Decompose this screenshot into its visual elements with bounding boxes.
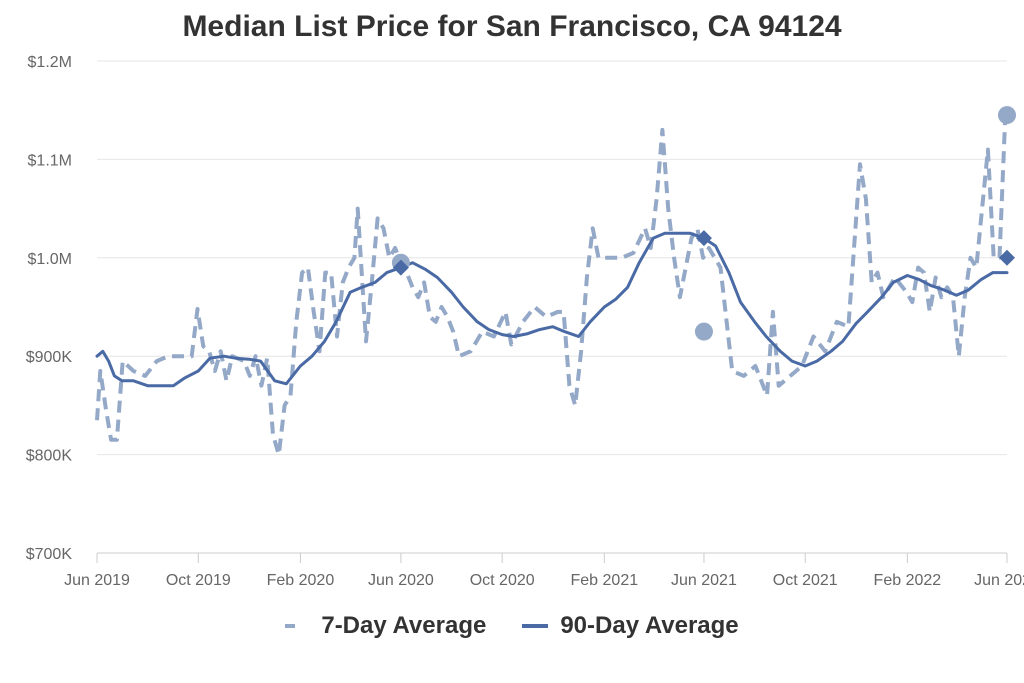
point-marker-90-day — [695, 230, 712, 247]
x-tick-label: Feb 2020 — [267, 572, 335, 589]
y-tick-label: $900K — [26, 349, 73, 366]
x-tick-label: Jun 2022 — [974, 572, 1024, 589]
x-tick-label: Feb 2022 — [874, 572, 942, 589]
y-tick-label: $800K — [26, 448, 73, 465]
y-tick-label: $1.1M — [28, 152, 72, 169]
x-tick-label: Jun 2021 — [671, 572, 737, 589]
x-tick-label: Oct 2021 — [773, 572, 838, 589]
legend-item-90-day[interactable]: 90-Day Average — [522, 612, 739, 640]
x-tick-label: Jun 2019 — [64, 572, 130, 589]
series-line-90-day-average — [95, 231, 1009, 388]
point-marker-7-day — [694, 322, 713, 341]
legend-swatch-90-day — [522, 624, 549, 628]
legend: 7-Day Average 90-Day Average — [0, 612, 1024, 640]
x-tick-label: Feb 2021 — [571, 572, 639, 589]
point-marker-90-day — [392, 259, 409, 276]
x-tick-label: Jun 2020 — [368, 572, 434, 589]
y-tick-label: $700K — [26, 546, 73, 563]
y-tick-label: $1.0M — [28, 251, 72, 268]
legend-label-90-day: 90-Day Average — [560, 612, 739, 639]
legend-item-7-day[interactable]: 7-Day Average — [285, 612, 486, 640]
legend-swatch-7-day — [285, 624, 296, 628]
legend-label-7-day: 7-Day Average — [321, 612, 487, 639]
x-tick-label: Oct 2019 — [166, 572, 231, 589]
point-marker-7-day — [998, 106, 1016, 125]
series-line-7-day-average — [95, 115, 1008, 457]
chart-title: Median List Price for San Francisco, CA … — [182, 10, 842, 43]
y-tick-label: $1.2M — [28, 54, 72, 71]
x-tick-label: Oct 2020 — [470, 572, 535, 589]
point-marker-90-day — [999, 249, 1015, 266]
